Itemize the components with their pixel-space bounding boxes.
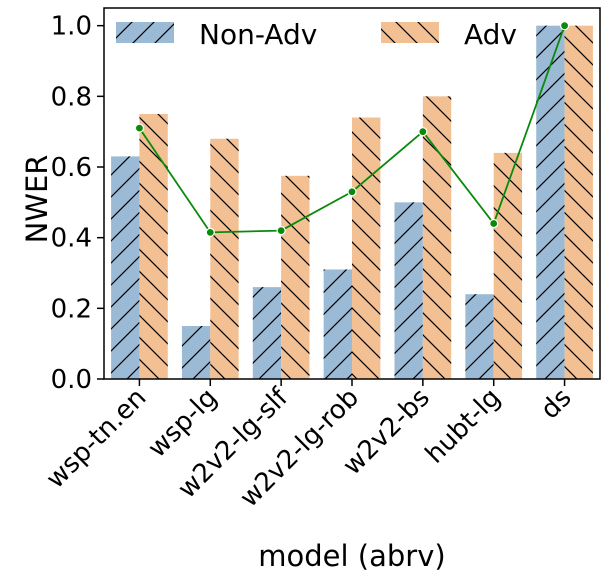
bar-hatch-non-adv-w2v2-lg-rob xyxy=(323,269,352,379)
y-tick-label: 0.2 xyxy=(51,294,92,324)
legend-swatch-hatch-adv xyxy=(381,22,439,43)
overlay-line-layer xyxy=(134,21,570,237)
x-axis-label: model (abrv) xyxy=(258,539,445,573)
trend-point-w2v2-bs xyxy=(418,127,428,137)
bar-hatch-adv-wsp-lg xyxy=(210,138,239,379)
bar-hatch-adv-w2v2-lg-rob xyxy=(352,117,381,380)
bar-hatch-non-adv-w2v2-bs xyxy=(394,202,423,379)
bar-hatch-non-adv-ds xyxy=(536,25,565,380)
y-tick-label: 1.0 xyxy=(51,12,92,42)
legend-swatch-hatch-non-adv xyxy=(116,22,174,43)
bar-hatch-adv-wsp-tn.en xyxy=(139,114,168,379)
x-tick-label: ds xyxy=(535,383,577,425)
bar-hatch-adv-hubt-lg xyxy=(493,152,523,379)
bar-hatch-adv-w2v2-bs xyxy=(422,96,452,379)
trend-point-wsp-tn.en xyxy=(134,123,145,133)
bar-hatch-non-adv-w2v2-lg-slf xyxy=(252,287,282,379)
trend-point-hubt-lg xyxy=(489,218,499,229)
x-tick-label: wsp-tn.en xyxy=(41,383,153,495)
bar-hatch-non-adv-wsp-lg xyxy=(181,326,211,379)
bar-hatch-non-adv-hubt-lg xyxy=(465,294,494,379)
bar-hatch-adv-w2v2-lg-slf xyxy=(281,175,310,379)
y-tick-label: 0.4 xyxy=(51,224,92,254)
x-tick-label: hubt-lg xyxy=(420,383,507,470)
trend-point-w2v2-lg-slf xyxy=(276,226,286,236)
y-tick-label: 0.8 xyxy=(51,82,92,112)
legend-label-non-adv: Non-Adv xyxy=(199,18,317,51)
legend: Non-Adv Adv xyxy=(116,18,517,51)
bar-layer xyxy=(111,25,593,380)
trend-point-wsp-lg xyxy=(205,227,215,237)
y-tick-label: 0.0 xyxy=(51,365,92,395)
legend-label-adv: Adv xyxy=(464,18,517,51)
bar-hatch-adv-ds xyxy=(564,25,593,380)
y-axis-label: NWER xyxy=(20,155,54,244)
trend-point-ds xyxy=(559,21,570,31)
trend-point-w2v2-lg-rob xyxy=(347,187,357,197)
y-tick-label: 0.6 xyxy=(51,153,92,183)
bar-hatch-non-adv-wsp-tn.en xyxy=(111,156,140,379)
